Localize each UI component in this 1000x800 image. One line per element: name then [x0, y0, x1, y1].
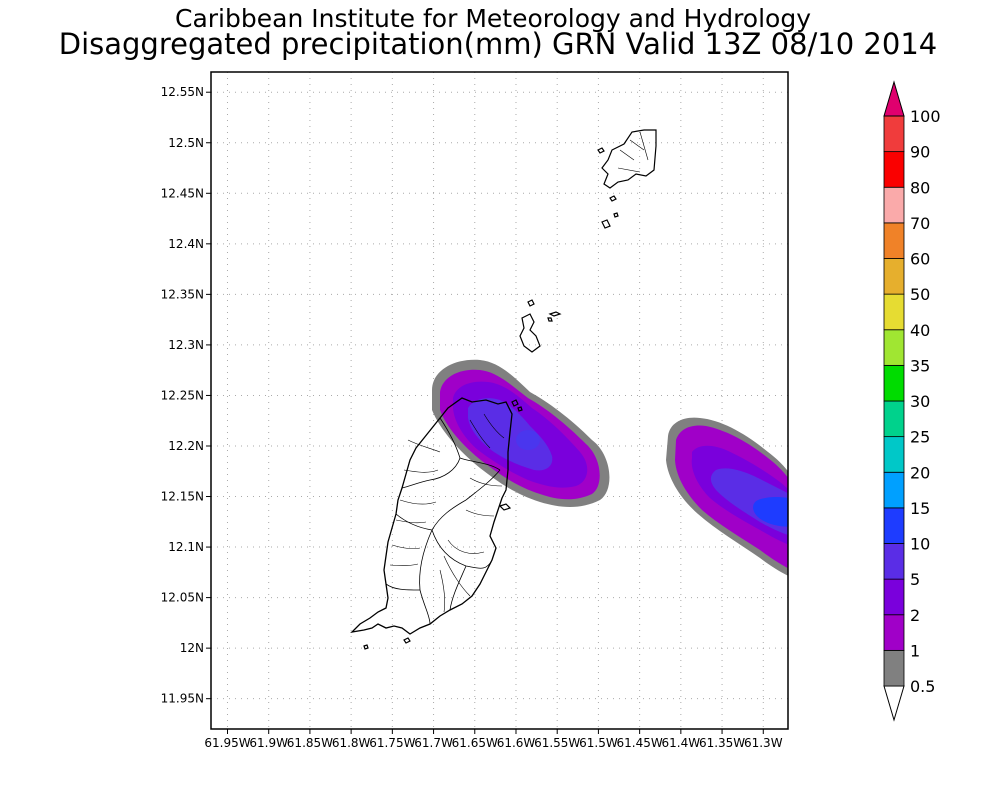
legend-color-box: [883, 578, 905, 616]
lon-tick-label: 61.55W: [534, 736, 580, 750]
longitude-axis: 61.95W61.9W61.85W61.8W61.75W61.7W61.65W6…: [204, 729, 783, 750]
precip-cell-north-grenada: [432, 359, 610, 507]
northern-grenadines-outline: [601, 129, 657, 189]
legend-label: 70: [910, 214, 930, 233]
legend-label: 80: [910, 178, 930, 197]
legend-label: 1: [910, 641, 920, 660]
figure-title: Caribbean Institute for Meteorology and …: [175, 4, 811, 33]
lon-tick-label: 61.35W: [699, 736, 745, 750]
legend-label: 5: [910, 570, 920, 589]
legend-color-box: [883, 115, 905, 153]
legend-color-box: [883, 507, 905, 544]
lat-tick-label: 12.1N: [168, 540, 204, 554]
legend-label: 35: [910, 356, 930, 375]
legend-label: 90: [910, 143, 930, 162]
legend-label: 2: [910, 606, 920, 625]
lon-tick-label: 61.8W: [332, 736, 371, 750]
lat-tick-label: 12.25N: [161, 388, 204, 402]
legend-color-box: [883, 329, 905, 366]
grenada-island-outline: [350, 397, 513, 635]
lon-tick-label: 61.5W: [579, 736, 618, 750]
legend-label: 60: [910, 250, 930, 269]
precipitation-field: [432, 359, 788, 576]
lat-tick-label: 12.3N: [168, 338, 204, 352]
legend-color-box: [883, 614, 905, 651]
legend-label: 10: [910, 535, 930, 554]
lon-tick-label: 61.3W: [744, 736, 783, 750]
legend-color-box: [883, 293, 905, 331]
legend-color-box: [883, 471, 905, 509]
legend-label: 30: [910, 392, 930, 411]
precip-cell-east-offshore: [666, 417, 788, 576]
lon-tick-label: 61.9W: [249, 736, 288, 750]
lon-tick-label: 61.65W: [452, 736, 498, 750]
lat-tick-label: 12.5N: [168, 136, 204, 150]
legend-color-box: [883, 436, 905, 473]
legend-color-box: [883, 186, 905, 224]
figure-subtitle: Disaggregated precipitation(mm) GRN Vali…: [59, 27, 937, 61]
legend-color-box: [883, 649, 905, 687]
lat-tick-label: 12.55N: [161, 85, 204, 99]
lon-tick-label: 61.45W: [617, 736, 663, 750]
lon-tick-label: 61.75W: [369, 736, 415, 750]
lat-tick-label: 12.35N: [161, 287, 204, 301]
lat-tick-label: 12N: [180, 641, 204, 655]
legend-color-box: [883, 258, 905, 295]
legend-label: 25: [910, 428, 930, 447]
lat-tick-label: 12.2N: [168, 439, 204, 453]
lon-tick-label: 61.6W: [497, 736, 536, 750]
lon-tick-label: 61.4W: [662, 736, 701, 750]
lat-tick-label: 12.05N: [161, 591, 204, 605]
lat-tick-label: 12.4N: [168, 237, 204, 251]
legend-color-box: [883, 364, 905, 402]
legend-top-triangle: [883, 80, 905, 117]
lat-tick-label: 11.95N: [161, 692, 204, 706]
carriacou-island-outline: [519, 313, 541, 353]
lon-tick-label: 61.7W: [414, 736, 453, 750]
legend-label: 100: [910, 107, 941, 126]
legend-color-box: [883, 222, 905, 259]
lon-tick-label: 61.85W: [287, 736, 333, 750]
legend-color-box: [883, 543, 905, 580]
lat-tick-label: 12.45N: [161, 186, 204, 200]
legend-bottom-triangle: [883, 685, 905, 722]
legend-color-box: [883, 151, 905, 188]
lon-tick-label: 61.95W: [204, 736, 250, 750]
legend-label: 40: [910, 321, 930, 340]
legend-label: 20: [910, 463, 930, 482]
latitude-axis: 12.55N 12.5N 12.45N 12.4N 12.35N 12.3N 12.25N 1…: [161, 85, 211, 706]
map-frame: [210, 71, 789, 730]
legend-label: 15: [910, 499, 930, 518]
lat-tick-label: 12.15N: [161, 490, 204, 504]
legend-color-box: [883, 400, 905, 438]
legend-label: 0.5: [910, 677, 935, 696]
legend-label: 50: [910, 285, 930, 304]
coastlines: [350, 129, 657, 650]
